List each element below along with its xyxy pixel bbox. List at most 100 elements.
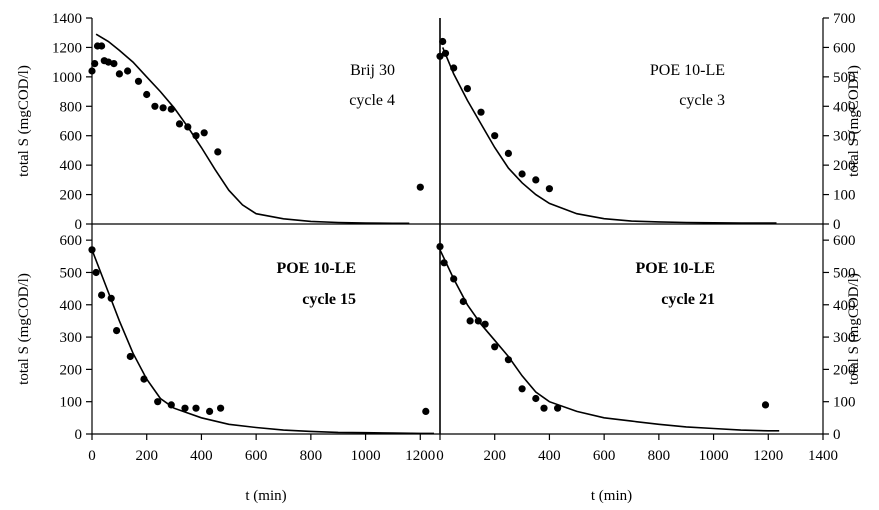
y-tick-label: 800 — [60, 99, 83, 115]
data-point — [504, 149, 512, 157]
data-point — [217, 404, 225, 412]
data-point — [104, 58, 112, 66]
x-axis-title: t (min) — [245, 488, 286, 504]
y-tick-label: 100 — [833, 188, 856, 204]
data-point — [92, 268, 100, 277]
data-point — [518, 385, 526, 393]
fit-curve — [91, 249, 434, 435]
y-tick-label: 500 — [833, 70, 856, 86]
y-tick-label: 400 — [833, 99, 856, 115]
panel-top-right: 0 100 200 300 400 500 600 700 total S (mgCOD/l) P… — [436, 11, 862, 233]
data-point — [761, 401, 770, 409]
data-point — [126, 352, 134, 361]
panel-annotation: Brij 30 — [350, 62, 395, 79]
data-point — [532, 176, 540, 184]
data-point — [540, 404, 548, 412]
y-tick-label: 700 — [833, 11, 856, 27]
y-tick-label: 0 — [75, 427, 83, 443]
y-tick-label: 1400 — [52, 11, 82, 27]
y-tick-label: 0 — [833, 217, 841, 233]
data-point — [518, 170, 526, 178]
y-tick-label: 1000 — [52, 70, 82, 86]
y-axis-title: total S (mgCOD/l) — [16, 273, 32, 385]
data-point — [554, 404, 562, 412]
fit-curve — [439, 249, 780, 432]
y-tick-label: 600 — [833, 40, 856, 56]
y-tick-label: 600 — [833, 233, 856, 249]
data-point — [422, 407, 430, 415]
x-tick-label: 0 — [436, 448, 444, 464]
y-tick-label: 0 — [75, 217, 83, 233]
panel-annotation: POE 10-LE — [635, 260, 715, 277]
data-point — [416, 183, 424, 191]
y-tick-label: 100 — [60, 395, 83, 411]
y-tick-label: 400 — [60, 298, 83, 314]
y-axis-title: total S (mgCOD/l) — [846, 65, 862, 177]
panel-annotation: POE 10-LE — [650, 62, 725, 79]
panel-annotation: cycle 15 — [302, 291, 356, 308]
data-point — [491, 343, 499, 351]
data-point — [113, 327, 121, 335]
data-point — [206, 407, 214, 415]
fit-curve — [441, 47, 777, 224]
y-tick-label: 400 — [60, 158, 83, 174]
x-tick-label: 800 — [648, 448, 671, 464]
x-tick-label: 0 — [88, 448, 96, 464]
y-axis-title: total S (mgCOD/l) — [846, 273, 862, 385]
fit-curve — [95, 33, 410, 225]
y-tick-label: 100 — [833, 395, 856, 411]
y-tick-label: 200 — [60, 188, 83, 204]
y-tick-label: 300 — [833, 129, 856, 145]
y-tick-label: 1200 — [52, 40, 82, 56]
data-point — [159, 104, 167, 112]
data-point — [88, 67, 96, 75]
panel-annotation: cycle 21 — [661, 291, 715, 308]
x-tick-label: 1200 — [753, 448, 783, 464]
data-point — [545, 185, 554, 193]
data-point — [532, 394, 540, 403]
y-tick-label: 600 — [60, 129, 83, 145]
data-point — [110, 60, 118, 68]
y-axis-title: total S (mgCOD/l) — [16, 65, 32, 177]
x-tick-label: 800 — [300, 448, 323, 464]
data-point — [88, 246, 96, 254]
data-point — [98, 42, 106, 50]
data-point — [466, 317, 474, 325]
panel-annotation: cycle 4 — [349, 92, 395, 109]
data-point — [214, 148, 222, 156]
y-tick-label: 400 — [833, 298, 856, 314]
panel-top-left: 0 200 400 600 800 1000 1200 1400 total S (mgCOD/… — [16, 11, 424, 233]
x-tick-label: 1000 — [351, 448, 381, 464]
panel-bottom-left: 0 100 200 300 400 500 600 total S (mgCOD/l) 0 200… — [16, 224, 435, 504]
panel-annotation: cycle 3 — [679, 92, 725, 109]
data-point — [439, 37, 447, 46]
x-tick-label: 400 — [538, 448, 561, 464]
data-point — [151, 102, 159, 110]
y-tick-label: 200 — [833, 158, 856, 174]
data-point — [477, 108, 485, 116]
data-point — [181, 404, 189, 412]
x-tick-label: 1000 — [699, 448, 729, 464]
data-point — [192, 404, 200, 412]
panel-annotation: POE 10-LE — [276, 260, 356, 277]
y-tick-label: 300 — [60, 330, 83, 346]
data-point — [143, 90, 151, 99]
data-point — [200, 129, 208, 137]
y-tick-label: 0 — [833, 427, 841, 443]
data-point — [124, 67, 132, 75]
y-tick-label: 200 — [833, 362, 856, 378]
x-tick-label: 400 — [190, 448, 213, 464]
data-point — [491, 132, 499, 140]
data-point — [463, 85, 471, 93]
x-tick-label: 600 — [245, 448, 268, 464]
x-tick-label: 200 — [135, 448, 158, 464]
x-tick-label: 200 — [483, 448, 506, 464]
y-tick-label: 200 — [60, 362, 83, 378]
y-tick-label: 500 — [833, 265, 856, 281]
data-point — [91, 60, 99, 68]
x-axis-title: t (min) — [591, 488, 632, 504]
x-tick-label: 600 — [593, 448, 616, 464]
data-point — [98, 291, 106, 299]
data-point — [115, 70, 123, 78]
